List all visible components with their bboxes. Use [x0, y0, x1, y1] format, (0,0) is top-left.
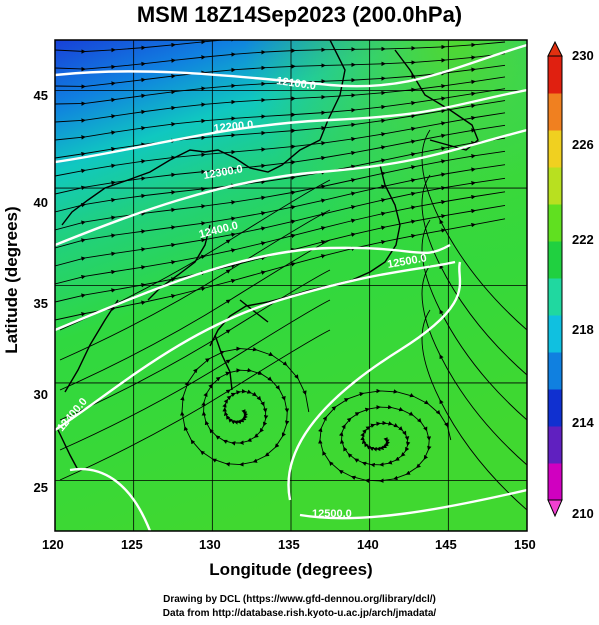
colorbar-band [548, 315, 562, 353]
contour-label: 12200.0 [213, 119, 254, 135]
colorbar-tick-label: 214 [572, 415, 594, 430]
streamline [59, 239, 331, 391]
map-plot-area: 12100.0 12200.0 12300.0 12400.0 12500.0 … [55, 40, 527, 531]
streamline [59, 209, 331, 361]
colorbar-band [548, 93, 562, 131]
height-contours [55, 43, 527, 531]
colorbar-band [548, 352, 562, 390]
colorbar-tick-label: 218 [572, 322, 594, 337]
streamline [421, 264, 527, 466]
colorbar-band [548, 130, 562, 168]
colorbar-band [548, 463, 562, 501]
contour-label: 12100.0 [276, 75, 317, 92]
contour-label: 12500.0 [312, 508, 352, 520]
streamline [421, 129, 527, 331]
colorbar-tick-label: 226 [572, 137, 594, 152]
streamline [59, 299, 331, 451]
colorbar-tick-label: 210 [572, 506, 594, 521]
streamline [59, 329, 331, 481]
streamline [59, 269, 331, 421]
colorbar-band [548, 204, 562, 242]
colorbar-upper-arrow [547, 40, 563, 57]
colorbar-band [548, 56, 562, 94]
map-title: MSM 18Z14Sep2023 (200.0hPa) [136, 2, 463, 27]
y-tick-label: 30 [33, 387, 48, 402]
plot-frame [54, 39, 528, 532]
x-tick-label: 150 [514, 537, 536, 552]
colorbar-tick-label: 230 [572, 48, 594, 63]
wind-streamlines [55, 40, 527, 511]
colorbar-band [548, 241, 562, 279]
colorbar-band [548, 426, 562, 464]
x-tick-label: 130 [199, 537, 221, 552]
y-axis-label: Latitude (degrees) [2, 206, 21, 354]
streamline [179, 346, 310, 467]
x-axis-label: Longitude (degrees) [209, 560, 373, 579]
colorbar-lower-arrow [547, 499, 563, 518]
colorbar-band [548, 389, 562, 427]
y-tick-label: 25 [33, 480, 48, 495]
coastline [57, 40, 479, 471]
colorbar-band [548, 278, 562, 316]
x-tick-label: 135 [278, 537, 300, 552]
x-tick-label: 120 [42, 537, 64, 552]
streamline [55, 218, 506, 321]
y-tick-label: 45 [33, 88, 48, 103]
y-tick-label: 40 [33, 195, 48, 210]
y-tick-label: 35 [33, 296, 48, 311]
x-tick-label: 140 [357, 537, 379, 552]
credit-drawing: Drawing by DCL (https://www.gfd-dennou.o… [163, 594, 436, 605]
colorbar [547, 40, 563, 518]
x-tick-label: 145 [435, 537, 457, 552]
colorbar-band [548, 167, 562, 205]
colorbar-tick-label: 222 [572, 232, 594, 247]
credit-data: Data from http://database.rish.kyoto-u.a… [162, 608, 437, 619]
streamline [318, 388, 452, 483]
streamline [421, 219, 527, 421]
x-tick-label: 125 [121, 537, 143, 552]
